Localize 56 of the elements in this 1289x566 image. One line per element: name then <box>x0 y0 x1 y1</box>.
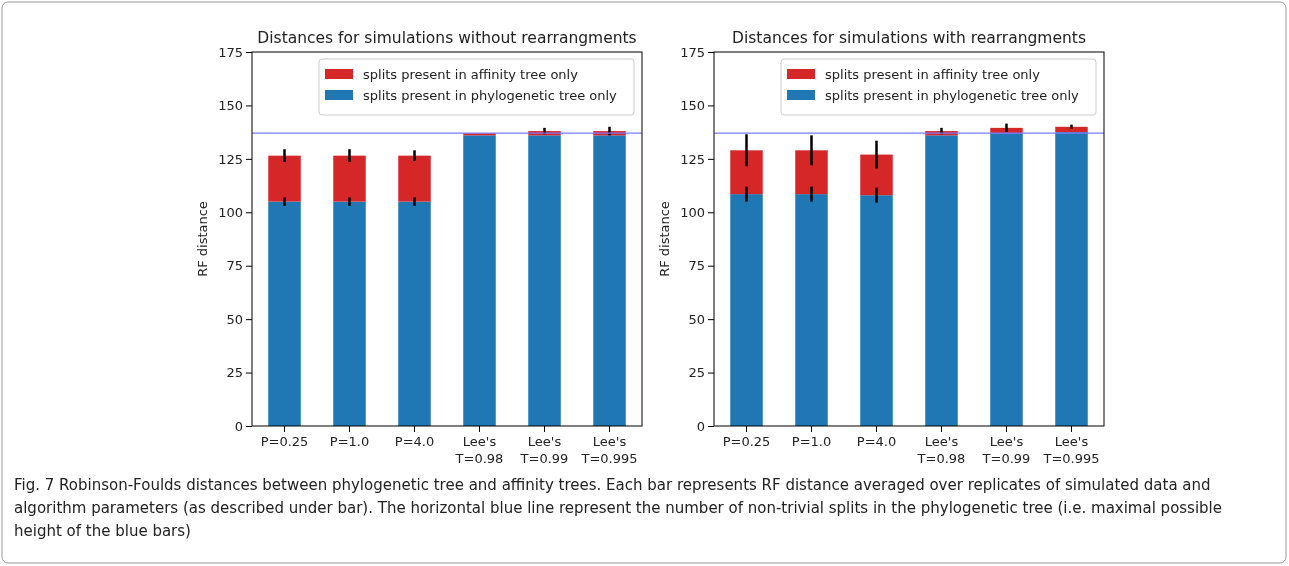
y-axis-title: RF distance <box>195 201 210 277</box>
legend-label: splits present in affinity tree only <box>363 67 579 82</box>
y-tick-label: 25 <box>226 365 243 381</box>
bar <box>730 194 763 426</box>
x-tick-label: P=0.25 <box>260 434 309 449</box>
bar <box>268 155 301 202</box>
bar <box>860 154 893 196</box>
y-tick-label: 150 <box>218 98 243 114</box>
bar <box>990 133 1023 426</box>
y-tick-label: 125 <box>680 151 705 167</box>
bar <box>730 150 763 195</box>
y-tick-label: 50 <box>226 311 243 327</box>
y-tick-label: 50 <box>688 311 705 327</box>
bar <box>398 155 431 202</box>
legend-label: splits present in affinity tree only <box>825 67 1041 82</box>
legend-label: splits present in phylogenetic tree only <box>825 88 1080 103</box>
bar <box>333 201 366 426</box>
y-tick-label: 0 <box>234 418 243 434</box>
bar <box>268 201 301 426</box>
bar <box>795 194 828 426</box>
bar <box>860 195 893 426</box>
bar <box>925 135 958 426</box>
bar <box>333 155 366 202</box>
y-tick-label: 75 <box>226 258 243 274</box>
legend-label: splits present in phylogenetic tree only <box>363 88 618 103</box>
y-tick-label: 0 <box>696 418 705 434</box>
bar <box>795 150 828 195</box>
x-tick-label: Lee's T=0.99 <box>519 434 569 466</box>
y-tick-label: 100 <box>218 204 243 220</box>
x-tick-label: Lee's T=0.995 <box>580 434 638 466</box>
bar <box>1055 126 1088 133</box>
bar <box>528 135 561 426</box>
bar <box>1055 132 1088 426</box>
x-tick-label: Lee's T=0.995 <box>1042 434 1100 466</box>
x-tick-label: P=1.0 <box>329 434 370 449</box>
y-tick-label: 100 <box>680 204 705 220</box>
x-tick-label: P=0.25 <box>722 434 771 449</box>
y-tick-label: 25 <box>688 365 705 381</box>
y-tick-label: 125 <box>218 151 243 167</box>
y-tick-label: 75 <box>688 258 705 274</box>
chart-title: Distances for simulations with rearrangments <box>732 29 1086 47</box>
y-tick-label: 175 <box>218 44 243 60</box>
x-tick-label: Lee's T=0.99 <box>981 434 1031 466</box>
caption: Fig. 7 Robinson-Foulds distances between phylogenetic tree and affinity trees. Each bar represents RF distance averaged over replicates of simulated data and algorithm parameters (as described under bar). The horizontal blue line represent the number of non-trivial splits in the phylogenetic tree (i.e. maximal possible height of the blue bars) <box>14 476 1223 540</box>
bar <box>398 201 431 426</box>
x-tick-label: Lee's T=0.98 <box>916 434 966 466</box>
y-tick-label: 175 <box>680 44 705 60</box>
bar <box>593 135 626 426</box>
y-tick-label: 150 <box>680 98 705 114</box>
bar <box>463 135 496 426</box>
chart-title: Distances for simulations without rearrangments <box>257 29 637 47</box>
x-tick-label: Lee's T=0.98 <box>454 434 504 466</box>
x-tick-label: P=1.0 <box>791 434 832 449</box>
x-tick-label: P=4.0 <box>856 434 897 449</box>
x-tick-label: P=4.0 <box>394 434 435 449</box>
y-axis-title: RF distance <box>657 201 672 277</box>
